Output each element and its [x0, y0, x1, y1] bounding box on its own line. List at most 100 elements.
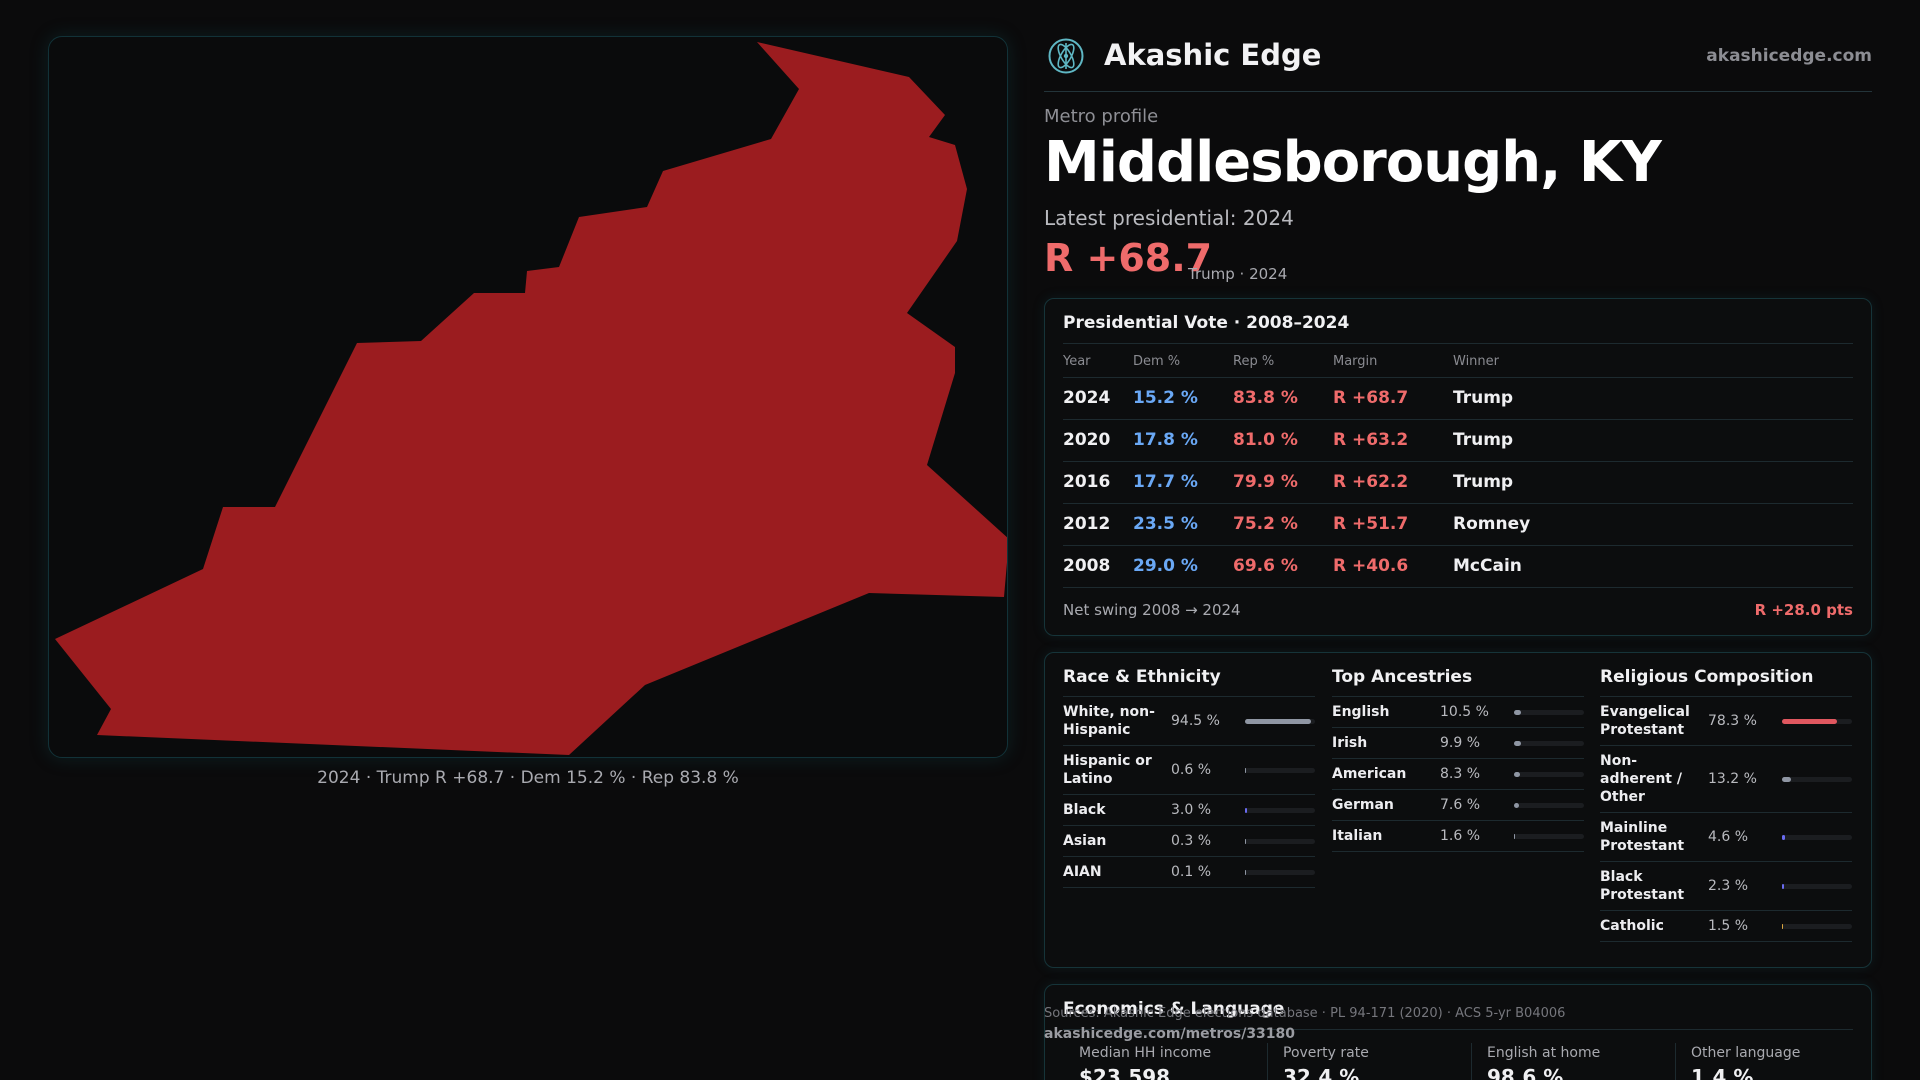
table-row: 2016 17.7 % 79.9 % R +62.2 Trump: [1063, 461, 1853, 504]
list-item: Mainline Protestant 4.6 %: [1600, 813, 1852, 862]
item-percent: 8.3 %: [1440, 766, 1481, 782]
cell-year: 2024: [1063, 377, 1133, 420]
column-header-year: Year: [1063, 347, 1133, 378]
share-bar: [1782, 718, 1852, 724]
cell-rep: 81.0 %: [1233, 419, 1333, 462]
page-eyebrow: Metro profile: [1044, 106, 1159, 127]
item-percent: 78.3 %: [1708, 713, 1757, 729]
item-percent: 9.9 %: [1440, 735, 1481, 751]
share-bar: [1245, 838, 1315, 844]
table-row: 2012 23.5 % 75.2 % R +51.7 Romney: [1063, 503, 1853, 546]
cell-winner: McCain: [1453, 545, 1853, 588]
item-label: German: [1332, 797, 1394, 813]
cell-rep: 69.6 %: [1233, 545, 1333, 588]
cell-dem: 29.0 %: [1133, 545, 1233, 588]
cell-year: 2008: [1063, 545, 1133, 588]
item-percent: 2.3 %: [1708, 878, 1749, 894]
item-percent: 94.5 %: [1171, 713, 1220, 729]
page-title: Middlesborough, KY: [1044, 130, 1662, 195]
table-header-row: Year Dem % Rep % Margin Winner: [1063, 347, 1853, 378]
cell-dem: 17.7 %: [1133, 461, 1233, 504]
share-bar-fill: [1514, 771, 1520, 777]
profile-panel: Akashic Edge akashicedge.com Metro profi…: [1044, 0, 1872, 1080]
item-label: AIAN: [1063, 864, 1102, 880]
metro-boundary-shape[interactable]: [55, 42, 1008, 755]
list-item: Irish 9.9 %: [1332, 728, 1584, 759]
item-label: Irish: [1332, 735, 1368, 751]
top-ancestries-title: Top Ancestries: [1332, 667, 1584, 697]
divider: [1471, 1043, 1472, 1080]
divider: [1063, 343, 1853, 344]
share-bar: [1514, 709, 1584, 715]
share-bar: [1514, 771, 1584, 777]
divider: [1675, 1043, 1676, 1080]
cell-winner: Trump: [1453, 461, 1853, 504]
latest-presidential-label: Latest presidential: 2024: [1044, 206, 1294, 230]
cell-margin: R +63.2: [1333, 419, 1453, 462]
share-bar-fill: [1514, 802, 1520, 808]
cell-margin: R +40.6: [1333, 545, 1453, 588]
stat-label: Poverty rate: [1283, 1045, 1369, 1061]
column-header-rep: Rep %: [1233, 347, 1333, 378]
religious-composition-title: Religious Composition: [1600, 667, 1852, 697]
share-bar: [1782, 834, 1852, 840]
share-bar: [1514, 802, 1584, 808]
list-item: English 10.5 %: [1332, 697, 1584, 728]
item-label: Black: [1063, 802, 1106, 818]
stat-label: Median HH income: [1079, 1045, 1212, 1061]
permalink[interactable]: akashicedge.com/metros/33180: [1044, 1026, 1296, 1042]
item-label: Hispanic or Latino: [1063, 753, 1152, 787]
share-bar-fill: [1514, 740, 1521, 746]
stat-poverty-rate: Poverty rate 32.4 %: [1283, 1045, 1473, 1080]
list-item: Catholic 1.5 %: [1600, 911, 1852, 942]
divider: [1063, 1029, 1853, 1030]
item-percent: 0.3 %: [1171, 833, 1212, 849]
share-bar-fill: [1782, 776, 1792, 782]
table-row: 2024 15.2 % 83.8 % R +68.7 Trump: [1063, 377, 1853, 420]
cell-margin: R +68.7: [1333, 377, 1453, 420]
item-label: Evangelical Protestant: [1600, 704, 1690, 738]
list-item: Hispanic or Latino 0.6 %: [1063, 746, 1315, 795]
column-header-margin: Margin: [1333, 347, 1453, 378]
item-percent: 7.6 %: [1440, 797, 1481, 813]
metro-map: [55, 42, 1008, 755]
card-title: Economics & Language: [1063, 999, 1285, 1019]
list-item: White, non-Hispanic 94.5 %: [1063, 697, 1315, 746]
list-item: AIAN 0.1 %: [1063, 857, 1315, 888]
list-item: Non-adherent / Other 13.2 %: [1600, 746, 1852, 813]
atom-logo-icon[interactable]: [1048, 38, 1084, 74]
divider: [1267, 1043, 1268, 1080]
column-header-dem: Dem %: [1133, 347, 1233, 378]
share-bar: [1245, 807, 1315, 813]
list-item: Black Protestant 2.3 %: [1600, 862, 1852, 911]
latest-margin: R +68.7: [1044, 236, 1213, 280]
share-bar-fill: [1245, 718, 1312, 724]
stat-label: Other language: [1691, 1045, 1801, 1061]
cell-rep: 83.8 %: [1233, 377, 1333, 420]
demographics-card: Race & Ethnicity White, non-Hispanic 94.…: [1044, 652, 1872, 968]
share-bar-fill: [1782, 834, 1786, 840]
share-bar-fill: [1782, 883, 1784, 889]
list-item: Black 3.0 %: [1063, 795, 1315, 826]
item-percent: 0.1 %: [1171, 864, 1212, 880]
economics-language-card: Economics & Language Median HH income $2…: [1044, 984, 1872, 1080]
share-bar: [1782, 923, 1852, 929]
cell-rep: 79.9 %: [1233, 461, 1333, 504]
list-item: Evangelical Protestant 78.3 %: [1600, 697, 1852, 746]
brand-name[interactable]: Akashic Edge: [1104, 38, 1322, 72]
metro-map-panel[interactable]: [48, 36, 1008, 758]
latest-margin-subtext: Trump · 2024: [1188, 265, 1288, 283]
item-label: Non-adherent / Other: [1600, 753, 1682, 805]
item-label: Black Protestant: [1600, 869, 1685, 903]
map-caption: 2024 · Trump R +68.7 · Dem 15.2 % · Rep …: [317, 768, 739, 788]
share-bar: [1782, 883, 1852, 889]
stat-value: 98.6 %: [1487, 1065, 1564, 1080]
share-bar-fill: [1245, 838, 1247, 844]
card-title: Presidential Vote · 2008–2024: [1063, 313, 1350, 333]
item-percent: 10.5 %: [1440, 704, 1489, 720]
stat-median-income: Median HH income $23,598: [1079, 1045, 1269, 1080]
site-link[interactable]: akashicedge.com: [1706, 46, 1872, 66]
item-label: Mainline Protestant: [1600, 820, 1685, 854]
cell-year: 2016: [1063, 461, 1133, 504]
list-item: Asian 0.3 %: [1063, 826, 1315, 857]
